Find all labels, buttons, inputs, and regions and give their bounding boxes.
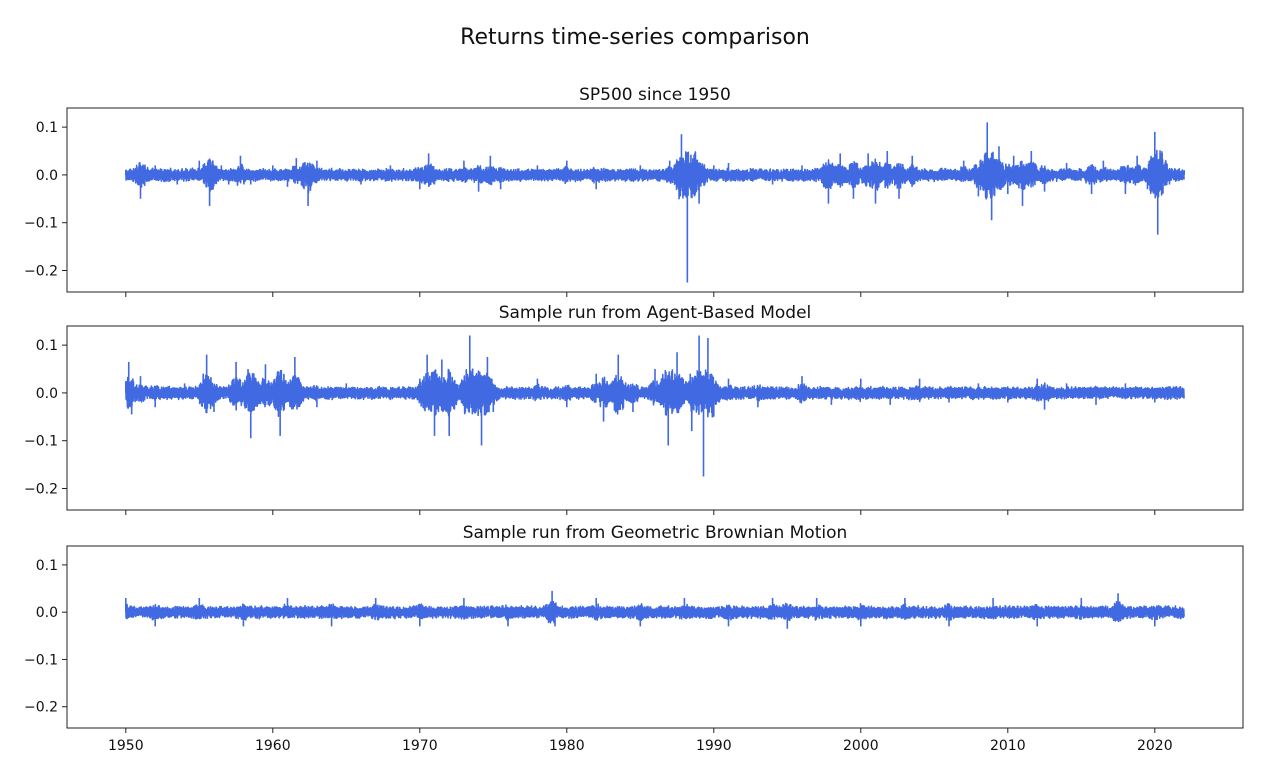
x-tick-label: 1950 xyxy=(108,738,144,754)
x-tick-label: 2010 xyxy=(990,738,1026,754)
chart-panel-2: Sample run from Agent-Based Model 0.1 0.0 −… xyxy=(24,303,1244,515)
y-tick-label: 0.0 xyxy=(36,605,58,621)
series-line xyxy=(125,335,1185,477)
x-tick-label: 1960 xyxy=(255,738,291,754)
y-tick-label: 0.0 xyxy=(36,168,58,184)
y-tick-label: 0.0 xyxy=(36,386,58,402)
chart-panel-1: SP500 since 1950 0.1 0.0 −0.1 −0.2 xyxy=(24,85,1244,297)
axes-frame xyxy=(66,325,1244,511)
chart-title: Sample run from Agent-Based Model xyxy=(499,303,812,323)
chart-title: SP500 since 1950 xyxy=(579,85,731,105)
x-tick-label: 1990 xyxy=(696,738,732,754)
chart-panel-3: Sample run from Geometric Brownian Motio… xyxy=(24,523,1244,754)
y-tick-label: −0.2 xyxy=(24,481,58,497)
x-tick-label: 1970 xyxy=(402,738,438,754)
series-line xyxy=(125,590,1185,629)
y-tick-label: −0.1 xyxy=(24,652,58,668)
series-line xyxy=(125,122,1185,283)
x-tick-label: 2020 xyxy=(1137,738,1173,754)
chart-title: Sample run from Geometric Brownian Motio… xyxy=(463,523,848,543)
y-tick-label: −0.1 xyxy=(24,216,58,232)
figure-title: Returns time-series comparison xyxy=(460,25,810,50)
x-tick-label: 1980 xyxy=(549,738,585,754)
y-tick-label: 0.1 xyxy=(36,558,58,574)
axes-frame xyxy=(66,107,1244,293)
y-tick-label: −0.2 xyxy=(24,700,58,716)
y-tick-label: −0.1 xyxy=(24,434,58,450)
y-tick-label: −0.2 xyxy=(24,263,58,279)
x-tick-label: 2000 xyxy=(843,738,879,754)
y-tick-label: 0.1 xyxy=(36,338,58,354)
axes-frame xyxy=(66,545,1244,729)
y-tick-label: 0.1 xyxy=(36,120,58,136)
